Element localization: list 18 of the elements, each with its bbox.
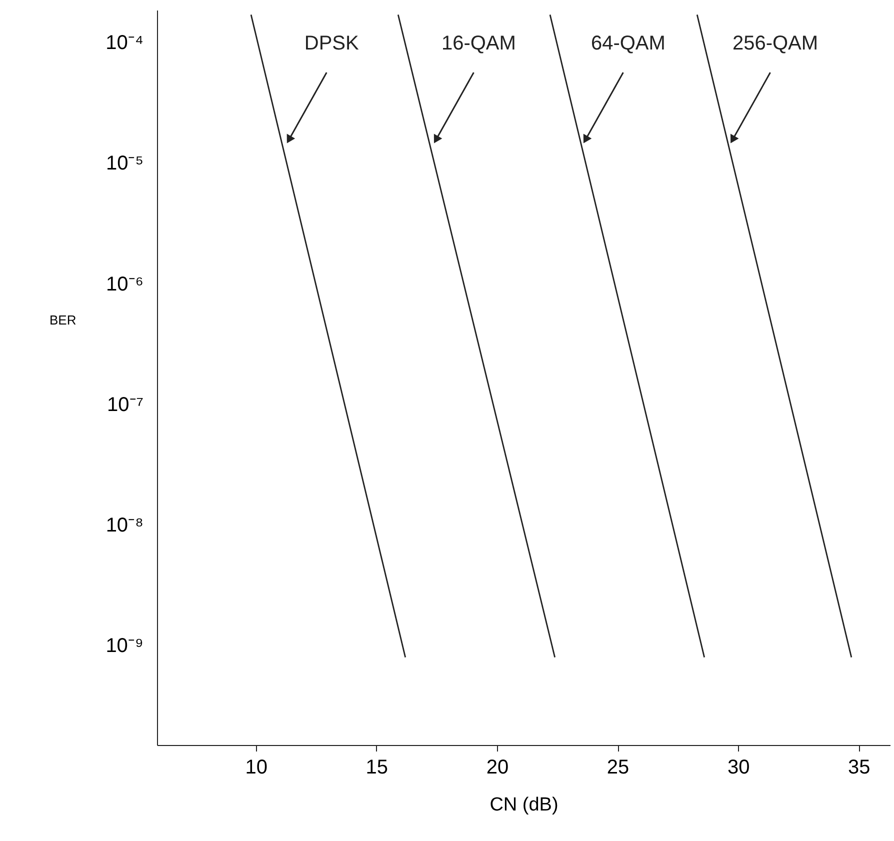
annotation: 16-QAM [441, 32, 516, 55]
x-tick-label: 30 [727, 756, 750, 778]
annotation: 256-QAM [732, 32, 818, 55]
y-tick-label: 10⁻⁹ [106, 635, 144, 658]
y-tick-label: 10⁻⁶ [106, 273, 144, 296]
y-tick-label: 10⁻⁷ [107, 394, 144, 416]
x-tick-label: 25 [606, 756, 630, 778]
x-tick-label: 20 [486, 756, 509, 778]
y-tick-label: 10⁻⁵ [106, 152, 144, 175]
annotation: 64-QAM [590, 32, 666, 55]
y-tick-label: 10⁻⁴ [106, 32, 144, 54]
y-axis-title: BER [50, 312, 76, 328]
x-tick-label: 15 [366, 756, 388, 778]
x-tick-label: 10 [245, 756, 268, 778]
x-tick-label: 35 [848, 756, 870, 778]
x-axis-title: CN (dB) [490, 794, 558, 816]
y-tick-label: 10⁻⁸ [106, 514, 144, 536]
annotation: DPSK [304, 32, 360, 55]
